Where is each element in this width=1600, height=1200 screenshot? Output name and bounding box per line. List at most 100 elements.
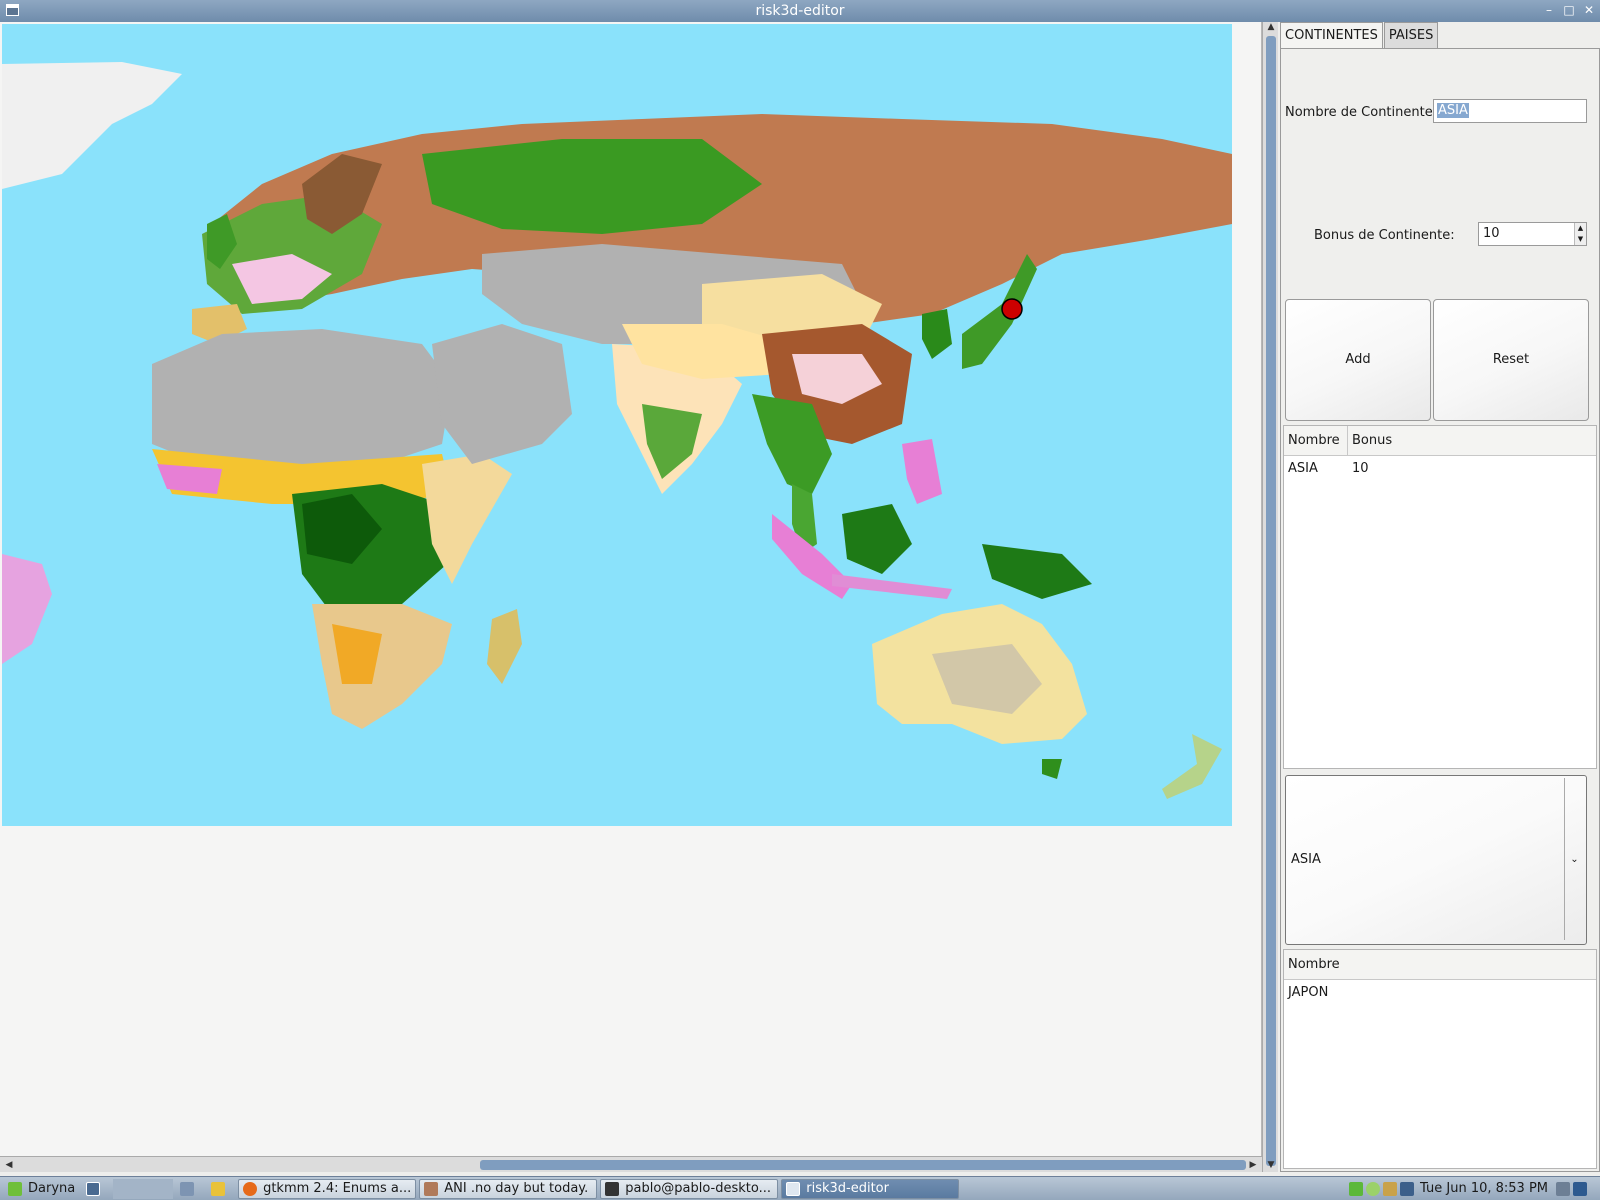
chat-avatar-icon	[424, 1181, 439, 1196]
tab-bar: CONTINENTES PAISES	[1280, 22, 1439, 49]
start-menu-button[interactable]: Daryna	[4, 1179, 79, 1199]
taskbar-window-chat[interactable]: ANI .no day but today.	[419, 1178, 598, 1199]
japan	[962, 254, 1037, 369]
continent-name-input[interactable]: ASIA	[1433, 99, 1587, 123]
country-row-nombre: JAPON	[1288, 985, 1329, 1000]
window-icon	[786, 1181, 801, 1196]
window-menu-icon[interactable]	[6, 4, 19, 16]
screenshot-icon	[180, 1181, 195, 1196]
greenland-landmass	[2, 62, 182, 189]
tab-paises[interactable]: PAISES	[1383, 22, 1439, 48]
terminal-icon	[605, 1181, 620, 1196]
taskbar-window-label: risk3d-editor	[806, 1181, 889, 1196]
world-map[interactable]	[2, 24, 1232, 826]
indochina	[752, 394, 832, 494]
africa-east	[422, 454, 512, 584]
column-header-country-nombre[interactable]: Nombre	[1288, 957, 1340, 972]
country-marker[interactable]	[1001, 298, 1023, 320]
new-zealand	[1162, 734, 1222, 799]
launcher-notes[interactable]	[207, 1179, 235, 1199]
firefox-icon	[243, 1181, 258, 1196]
korea	[922, 309, 952, 359]
continents-list-header: Nombre Bonus	[1284, 426, 1596, 456]
lock-icon[interactable]	[1383, 1181, 1398, 1196]
scandinavia	[302, 154, 382, 234]
clock[interactable]: Tue Jun 10, 8:53 PM	[1420, 1181, 1548, 1196]
taskbar-window-label: gtkmm 2.4: Enums a...	[263, 1181, 412, 1196]
taskbar-window-terminal[interactable]: pablo@pablo-deskto...	[600, 1178, 779, 1199]
reset-button-label: Reset	[1492, 352, 1530, 367]
continentes-page: Nombre de Continente: ASIA Bonus de Cont…	[1280, 48, 1600, 1172]
siberia-forest	[422, 139, 762, 234]
countries-list[interactable]: Nombre JAPON	[1283, 949, 1597, 1169]
scroll-right-icon[interactable]: ▶	[1249, 1160, 1257, 1170]
continent-row-bonus: 10	[1352, 461, 1369, 476]
workspace-switcher[interactable]	[113, 1178, 174, 1199]
africa-sahara	[152, 329, 452, 469]
continent-name-value: ASIA	[1437, 103, 1469, 118]
horizontal-scroll-thumb[interactable]	[480, 1160, 1246, 1170]
chevron-down-icon[interactable]: ⌄	[1564, 778, 1584, 940]
arabian-peninsula	[432, 324, 572, 464]
add-button[interactable]: Add	[1285, 299, 1431, 421]
table-row[interactable]: JAPON	[1284, 980, 1596, 1004]
vertical-scroll-thumb[interactable]	[1266, 36, 1276, 1166]
close-icon[interactable]: ✕	[1583, 3, 1595, 17]
column-header-nombre[interactable]: Nombre	[1284, 426, 1348, 455]
window-title: risk3d-editor	[755, 3, 845, 19]
tasmania	[1042, 759, 1062, 779]
editor-panel: CONTINENTES PAISES Nombre de Continente:…	[1280, 22, 1600, 1172]
table-row[interactable]: ASIA 10	[1284, 456, 1596, 480]
continent-select-value: ASIA	[1291, 852, 1321, 867]
madagascar	[487, 609, 522, 684]
minimize-icon[interactable]: –	[1546, 3, 1552, 17]
taskbar-window-label: ANI .no day but today.	[444, 1181, 589, 1196]
desktop-switch-icon[interactable]	[1573, 1181, 1587, 1196]
continents-list[interactable]: Nombre Bonus ASIA 10	[1283, 425, 1597, 769]
java	[832, 574, 952, 599]
continent-bonus-label: Bonus de Continente:	[1314, 228, 1455, 243]
british-isles	[207, 214, 237, 269]
launcher-screenshot[interactable]	[176, 1179, 204, 1199]
countries-list-header: Nombre	[1284, 950, 1596, 980]
reset-button[interactable]: Reset	[1433, 299, 1589, 421]
system-tray: Tue Jun 10, 8:53 PM	[1345, 1179, 1597, 1199]
mint-logo-icon	[8, 1181, 22, 1196]
maximize-icon[interactable]: □	[1563, 3, 1575, 17]
tibet	[622, 324, 792, 379]
notes-icon	[211, 1181, 226, 1196]
china-pink	[792, 354, 882, 404]
map-horizontal-scrollbar[interactable]: ◀ ▶	[0, 1156, 1262, 1172]
window-titlebar: risk3d-editor – □ ✕	[0, 0, 1600, 22]
taskbar-window-label: pablo@pablo-deskto...	[625, 1181, 772, 1196]
spinner-arrows-icon[interactable]: ▲ ▼	[1574, 223, 1586, 245]
new-guinea	[982, 544, 1092, 599]
desktop-icon	[86, 1181, 101, 1196]
continent-select-combo[interactable]: ASIA ⌄	[1285, 775, 1587, 945]
show-desktop-button[interactable]	[82, 1179, 110, 1199]
taskbar-window-editor[interactable]: risk3d-editor	[781, 1178, 960, 1199]
scroll-left-icon[interactable]: ◀	[5, 1160, 13, 1170]
australia-inner	[932, 644, 1042, 714]
volume-icon[interactable]	[1556, 1181, 1570, 1196]
continent-row-nombre: ASIA	[1288, 461, 1318, 476]
add-button-label: Add	[1345, 352, 1371, 367]
continent-bonus-spinner[interactable]: 10 ▲ ▼	[1478, 222, 1587, 246]
africa-sahel-pink	[157, 464, 222, 494]
map-viewport[interactable]	[0, 22, 1262, 1172]
india-green	[642, 404, 702, 479]
south-america-edge	[2, 554, 52, 664]
taskbar-window-browser[interactable]: gtkmm 2.4: Enums a...	[238, 1178, 417, 1199]
philippines	[902, 439, 942, 504]
europe-pink	[232, 254, 332, 304]
status-icon[interactable]	[1366, 1181, 1381, 1196]
tab-continentes[interactable]: CONTINENTES	[1280, 22, 1383, 49]
scroll-up-icon[interactable]: ▲	[1267, 22, 1275, 32]
continent-bonus-value: 10	[1483, 226, 1500, 241]
update-icon[interactable]	[1349, 1181, 1364, 1196]
map-vertical-scrollbar[interactable]: ▲ ▼	[1262, 22, 1278, 1172]
network-icon[interactable]	[1400, 1181, 1415, 1196]
africa-south-orange	[332, 624, 382, 684]
column-header-bonus[interactable]: Bonus	[1352, 433, 1393, 448]
scroll-down-icon[interactable]: ▼	[1267, 1160, 1275, 1170]
